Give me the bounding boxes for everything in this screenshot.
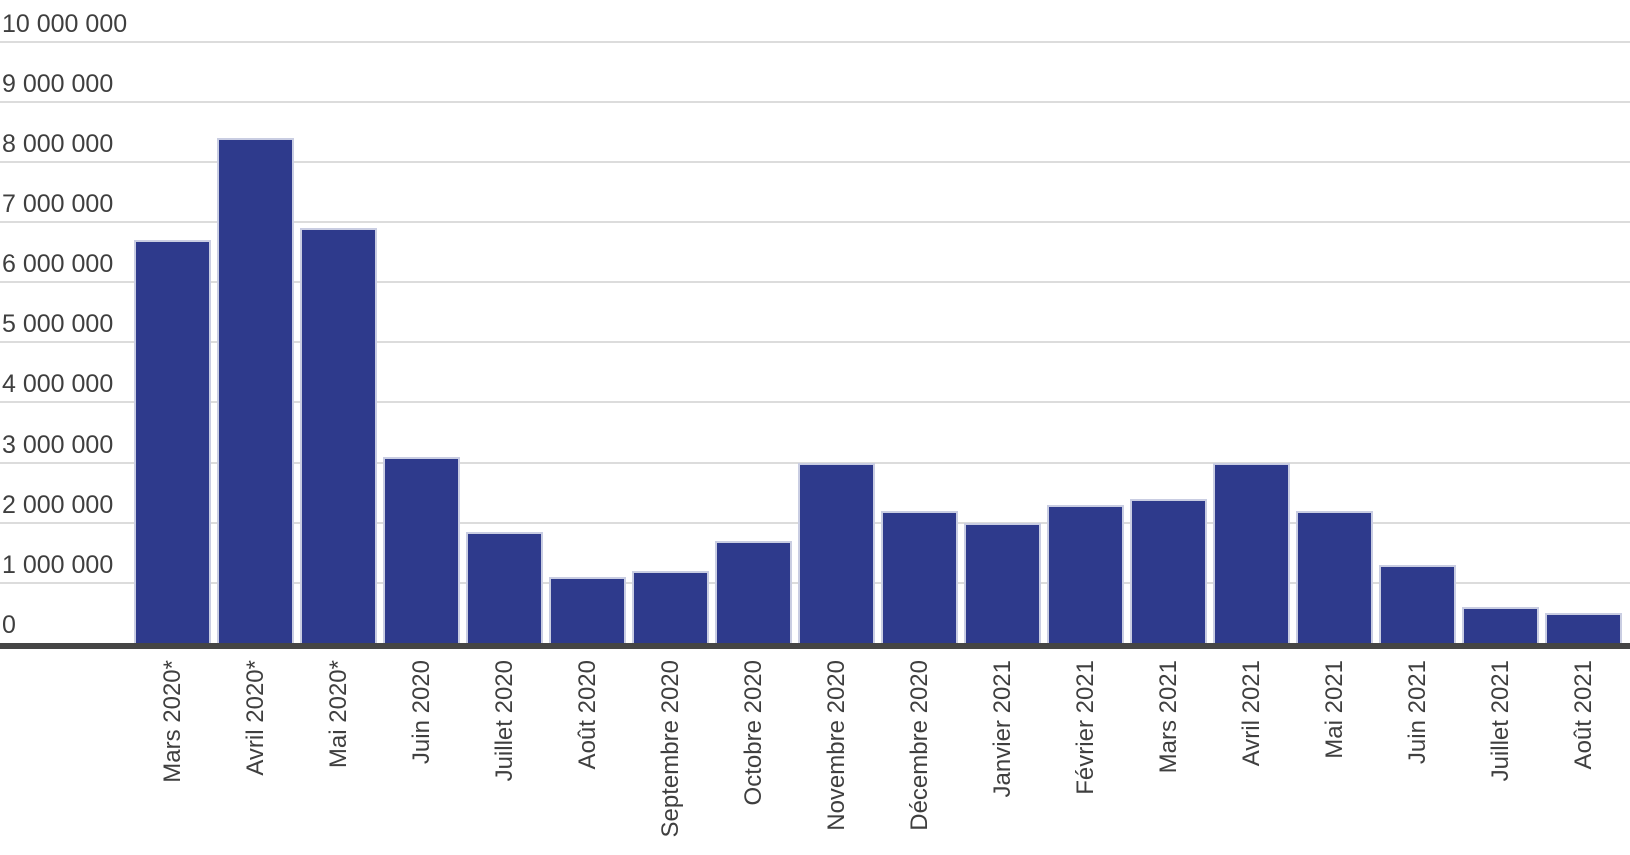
bar <box>715 540 792 643</box>
y-tick-label: 2 000 000 <box>2 490 114 519</box>
x-tick-label: Avril 2021 <box>1237 660 1265 767</box>
bar <box>1462 606 1539 643</box>
bar <box>964 522 1041 643</box>
y-tick-label: 6 000 000 <box>2 250 114 279</box>
bar <box>1379 564 1456 643</box>
bar <box>1130 498 1207 643</box>
bar <box>549 576 626 643</box>
x-tick-label: Juin 2020 <box>407 660 435 765</box>
x-tick-label: Mai 2021 <box>1320 660 1348 759</box>
bar <box>1296 510 1373 643</box>
bar <box>881 510 958 643</box>
x-tick-label: Juin 2021 <box>1403 660 1431 765</box>
bar <box>1545 612 1622 643</box>
bar <box>383 456 460 643</box>
gridline <box>0 160 1630 163</box>
x-axis-line <box>0 643 1630 649</box>
gridline <box>0 40 1630 43</box>
bar <box>217 137 294 643</box>
y-tick-label: 5 000 000 <box>2 310 114 339</box>
x-tick-label: Octobre 2020 <box>739 660 767 806</box>
x-tick-label: Juillet 2020 <box>490 660 518 782</box>
bar <box>1047 504 1124 643</box>
gridline <box>0 100 1630 103</box>
y-tick-label: 3 000 000 <box>2 430 114 459</box>
x-tick-label: Septembre 2020 <box>656 660 684 838</box>
x-tick-label: Novembre 2020 <box>822 660 850 831</box>
y-tick-label: 10 000 000 <box>2 9 128 38</box>
y-tick-label: 8 000 000 <box>2 129 114 158</box>
y-tick-label: 7 000 000 <box>2 190 114 219</box>
x-tick-label: Février 2021 <box>1071 660 1099 795</box>
x-tick-label: Juillet 2021 <box>1486 660 1514 782</box>
gridline <box>0 281 1630 284</box>
bar <box>1213 462 1290 643</box>
x-tick-label: Août 2020 <box>573 660 601 770</box>
x-tick-label: Mars 2021 <box>1154 660 1182 774</box>
x-tick-label: Décembre 2020 <box>905 660 933 831</box>
gridline <box>0 221 1630 224</box>
x-tick-label: Mai 2020* <box>324 660 352 769</box>
x-tick-label: Avril 2020* <box>241 660 269 776</box>
y-tick-label: 0 <box>2 611 16 639</box>
y-tick-label: 9 000 000 <box>2 69 114 98</box>
bar <box>632 570 709 643</box>
y-tick-label: 1 000 000 <box>2 550 114 579</box>
gridline <box>0 401 1630 404</box>
bar <box>300 228 377 643</box>
y-tick-label: 4 000 000 <box>2 370 114 399</box>
x-tick-label: Mars 2020* <box>158 660 186 783</box>
bar <box>134 240 211 643</box>
gridline <box>0 341 1630 344</box>
x-tick-label: Août 2021 <box>1569 660 1597 770</box>
bar <box>466 531 543 643</box>
x-tick-label: Janvier 2021 <box>988 660 1016 798</box>
bar <box>798 462 875 643</box>
